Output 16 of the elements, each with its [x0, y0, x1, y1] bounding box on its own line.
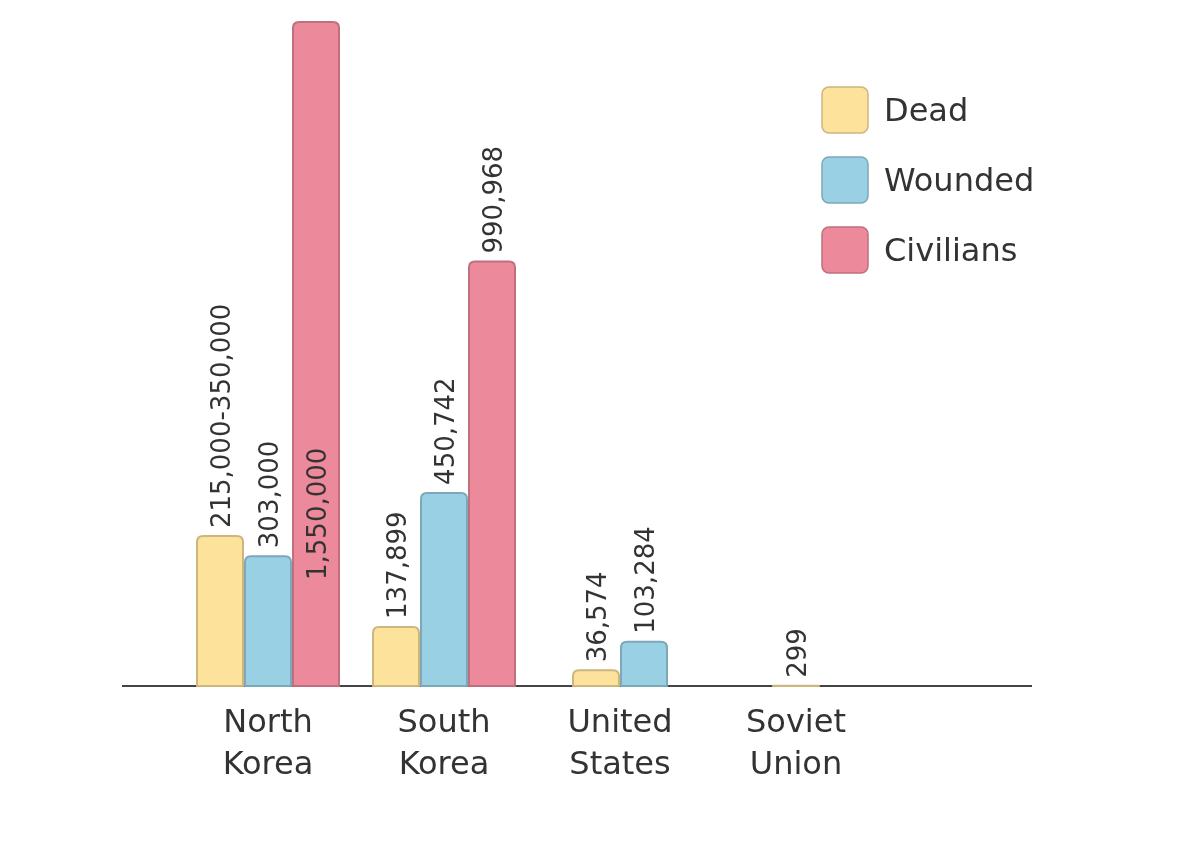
- x-tick-label: United States: [567, 702, 673, 782]
- x-tick-label: Soviet Union: [746, 702, 846, 782]
- data-label: 137,899: [382, 511, 412, 619]
- data-label: 303,000: [254, 440, 284, 549]
- data-label: 450,742: [430, 377, 460, 485]
- data-label: 1,550,000: [302, 447, 332, 580]
- x-tick-label: North Korea: [222, 702, 314, 782]
- legend-label: Wounded: [884, 161, 1035, 200]
- x-tick-label: South Korea: [397, 702, 491, 782]
- legend-label: Dead: [884, 91, 969, 130]
- data-label: 36,574: [582, 571, 612, 663]
- data-label: 990,968: [478, 145, 508, 254]
- data-label: 103,284: [630, 526, 660, 634]
- data-label: 299: [782, 628, 812, 678]
- legend-label: Civilians: [884, 231, 1018, 270]
- data-label: 215,000-350,000: [206, 303, 236, 529]
